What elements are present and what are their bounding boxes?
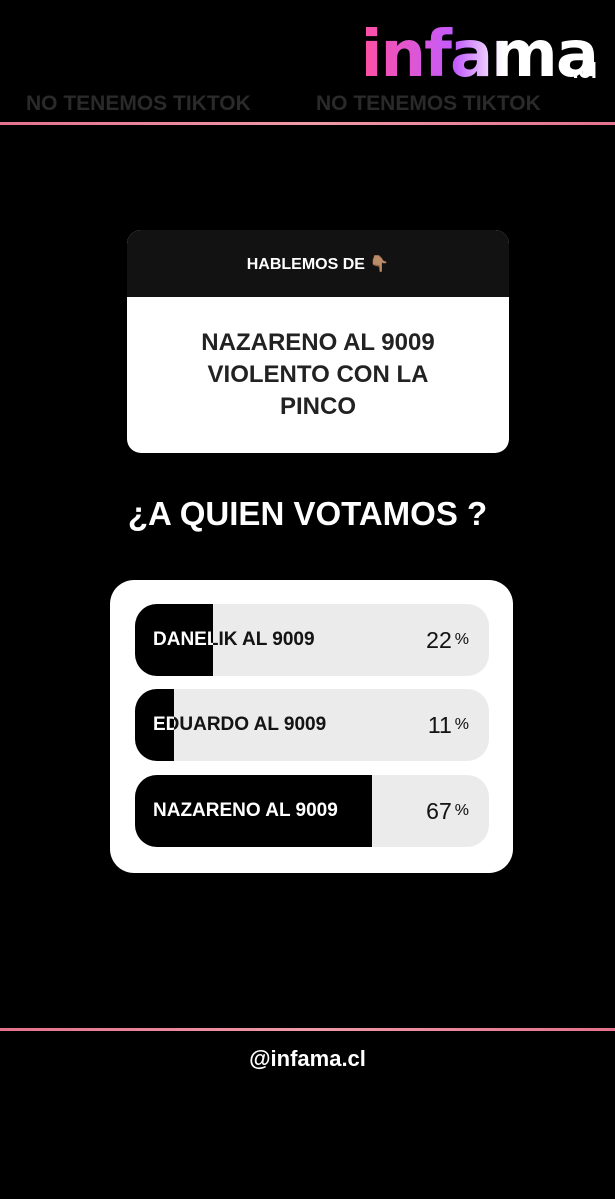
question-header: HABLEMOS DE 👇🏽 [127,230,509,297]
option-percent: 67% [426,775,469,847]
option-percent: 22% [426,604,469,676]
option-label: DANELIK AL 9009 [153,629,315,650]
logo: infama [360,18,599,92]
poll-bar [135,775,373,847]
percent-unit: % [454,802,469,819]
poll-bar [135,689,174,761]
percent-unit: % [454,631,469,648]
poll-option[interactable]: NAZARENO AL 9009 67% [135,775,489,847]
poll-bar [135,604,213,676]
watermark: NO TENEMOS TIKTOK [26,92,251,115]
logo-suffix: .cl [572,58,597,83]
question-text: NAZARENO AL 9009 VIOLENTO CON LA PINCO [201,329,435,420]
percent-value: 22 [426,626,452,653]
watermark: NO TENEMOS TIKTOK [316,92,541,115]
poll-title: ¿A QUIEN VOTAMOS ? [127,495,488,532]
percent-value: 67 [426,797,452,824]
question-card: HABLEMOS DE 👇🏽 NAZARENO AL 9009 VIOLENTO… [127,230,509,453]
divider [0,122,615,125]
percent-unit: % [454,716,469,733]
percent-value: 11 [427,711,452,738]
option-label: NAZARENO AL 9009 [153,800,338,821]
poll-option[interactable]: DANELIK AL 9009 22% [135,604,489,676]
option-label: EDUARDO AL 9009 [153,714,327,735]
divider [0,1028,615,1031]
footer-handle: @infama.cl [249,1046,366,1071]
poll-option[interactable]: EDUARDO AL 9009 11% [135,689,489,761]
option-percent: 11% [428,689,469,761]
